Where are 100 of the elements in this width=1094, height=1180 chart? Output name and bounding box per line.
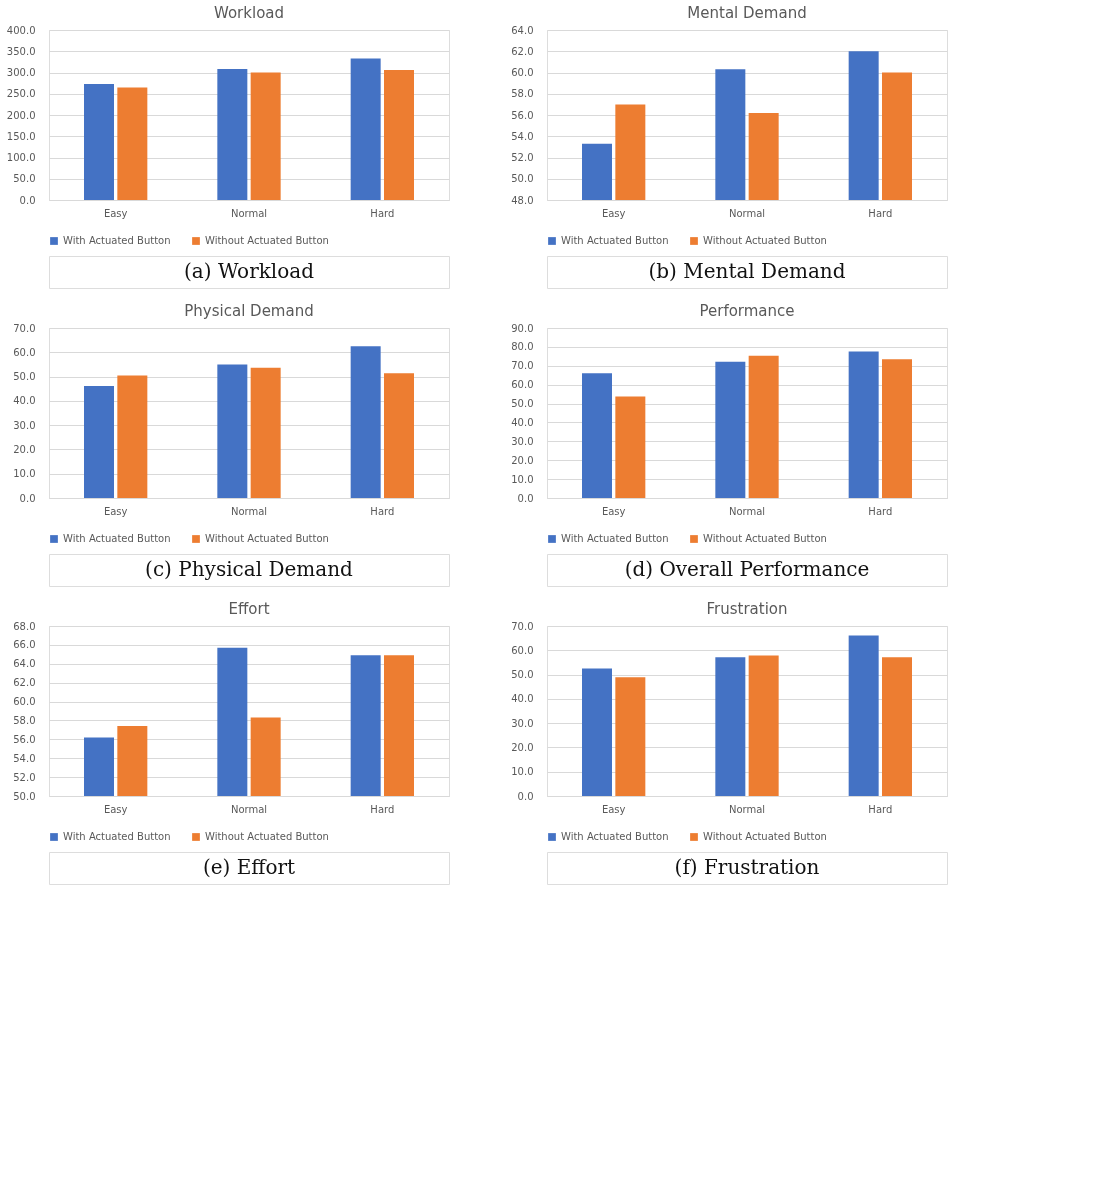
bar [217,69,248,200]
x-tick-label: Easy [601,207,626,219]
y-tick-label: 60.0 [511,67,534,78]
bar [250,367,281,498]
y-tick-label: 350.0 [6,45,36,57]
y-tick-label: 50.0 [13,790,36,802]
y-tick-label: 40.0 [511,416,534,428]
y-tick-label: 52.0 [511,152,534,163]
y-tick-label: 20.0 [13,443,36,455]
y-tick-label: 58.0 [13,714,36,726]
legend-label: Without Actuated Button [703,533,827,544]
y-tick-label: 0.0 [19,194,36,206]
legend-label: With Actuated Button [63,235,171,246]
text: (c) Physical Demand [145,557,354,581]
y-tick-label: 150.0 [6,130,36,142]
y-tick-label: 250.0 [6,88,36,100]
y-tick-label: 200.0 [6,109,36,121]
legend-label: With Actuated Button [561,235,669,246]
chart-title: Performance [699,302,795,320]
y-tick-label: 62.0 [13,677,36,689]
x-tick-label: Normal [728,803,766,815]
x-tick-label: Normal [230,803,268,815]
bar [117,375,148,498]
chart-title: Frustration [706,600,788,618]
y-tick-label: 20.0 [511,454,534,466]
text: (b) Mental Demand [648,259,846,283]
y-tick-label: 62.0 [511,45,534,57]
y-tick-label: 54.0 [511,130,534,142]
legend-label: With Actuated Button [561,831,669,842]
legend-label: With Actuated Button [63,533,171,544]
x-tick-label: Normal [728,505,766,517]
x-tick-label: Normal [230,505,268,517]
chart-title: Workload [213,4,285,22]
bar [715,657,746,796]
x-tick-label: Easy [103,803,128,815]
y-tick-label: 60.0 [13,696,36,708]
y-tick-label: 70.0 [511,360,534,372]
chart-title: Physical Demand [184,302,314,320]
x-tick-label: Easy [103,505,128,517]
text: (a) Workload [184,259,315,283]
chart-title: Mental Demand [687,4,807,22]
y-tick-label: 100.0 [6,152,36,163]
y-tick-label: 68.0 [13,620,36,632]
legend-label: Without Actuated Button [205,533,329,544]
bar [217,364,248,498]
y-tick-label: 58.0 [511,88,534,100]
y-tick-label: 50.0 [13,173,36,185]
legend-label: Without Actuated Button [703,235,827,246]
y-tick-label: 56.0 [13,733,36,745]
bar [84,386,114,498]
y-tick-label: 56.0 [511,109,534,121]
x-tick-label: Normal [230,207,268,219]
y-tick-label: 30.0 [13,419,36,431]
bar [350,58,381,200]
x-tick-label: Easy [601,505,626,517]
bar [384,69,414,200]
y-tick-label: 40.0 [511,693,534,705]
y-tick-label: 20.0 [511,741,534,753]
bar [748,355,779,498]
y-tick-label: 0.0 [19,492,36,504]
legend-label: Without Actuated Button [703,831,827,842]
bar [250,72,281,200]
y-tick-label: 10.0 [511,473,534,485]
y-tick-label: 90.0 [511,322,534,334]
y-tick-label: 400.0 [6,24,36,36]
y-tick-label: 60.0 [511,644,534,656]
text: (d) Overall Performance [624,557,870,581]
bar [350,346,381,498]
y-tick-label: 64.0 [13,658,36,670]
x-tick-label: Hard [868,505,893,517]
y-tick-label: 0.0 [517,790,534,802]
y-tick-label: 50.0 [511,398,534,410]
y-tick-label: 10.0 [511,766,534,778]
x-tick-label: Hard [370,207,395,219]
x-tick-label: Normal [728,207,766,219]
legend-label: With Actuated Button [561,533,669,544]
bar [615,677,646,796]
chart-title: Effort [228,600,270,618]
y-tick-label: 40.0 [13,395,36,407]
y-tick-label: 54.0 [13,752,36,764]
legend-label: With Actuated Button [63,831,171,842]
y-tick-label: 300.0 [6,67,36,78]
bar [117,87,148,200]
y-tick-label: 50.0 [511,173,534,185]
y-tick-label: 48.0 [511,194,534,206]
bar [582,668,612,796]
y-tick-label: 64.0 [511,24,534,36]
bar [715,361,746,498]
bar [748,655,779,796]
x-tick-label: Hard [868,207,893,219]
bar [582,373,612,498]
x-tick-label: Hard [370,803,395,815]
y-tick-label: 66.0 [13,639,36,651]
x-tick-label: Easy [601,803,626,815]
bar [848,351,879,498]
legend-label: Without Actuated Button [205,235,329,246]
y-tick-label: 30.0 [511,435,534,447]
text: (f) Frustration [674,855,820,879]
bar [848,635,879,796]
bar [882,359,912,498]
